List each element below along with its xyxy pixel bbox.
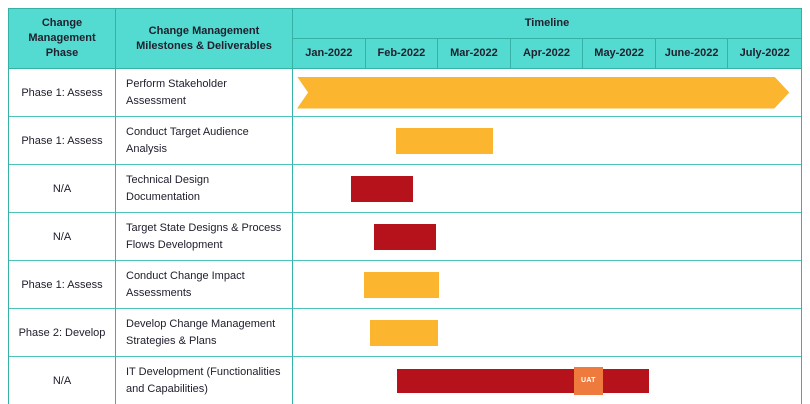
month-header-apr: Apr-2022 [510,39,584,69]
milestones-column-header: Change Management Milestones & Deliverab… [116,9,293,69]
phase-cell: Phase 1: Assess [9,117,116,165]
gantt-bar-develop-cm-strategies-plans [369,319,439,346]
milestone-cell: Develop Change Management Strategies & P… [116,309,293,357]
phase-cell: N/A [9,165,116,213]
phase-cell: Phase 1: Assess [9,69,116,117]
phase-cell: N/A [9,357,116,404]
phase-cell: N/A [9,213,116,261]
gantt-table: Change Management Phase Change Managemen… [8,8,802,404]
timeline-header: Timeline [293,9,801,39]
timeline-row [293,117,801,165]
timeline-row: UAT [293,357,801,404]
phase-cell: Phase 2: Develop [9,309,116,357]
month-header-mar: Mar-2022 [438,39,511,69]
month-header-july: July-2022 [728,39,801,69]
milestone-cell: Conduct Target Audience Analysis [116,117,293,165]
gantt-bar-technical-design-documentation [350,175,414,202]
timeline-row [293,213,801,261]
month-header-may: May-2022 [583,39,656,69]
milestone-cell: Target State Designs & Process Flows Dev… [116,213,293,261]
phase-column-header: Change Management Phase [9,9,116,69]
timeline-row [293,261,801,309]
gantt-bar-conduct-target-audience-analysis [395,127,494,154]
gantt-bar-target-state-designs [373,223,437,250]
milestone-cell: IT Development (Functionalities and Capa… [116,357,293,404]
timeline-row [293,309,801,357]
milestone-cell: Perform Stakeholder Assessment [116,69,293,117]
timeline-row [293,165,801,213]
gantt-bar-perform-stakeholder-assessment [297,77,789,109]
phase-cell: Phase 1: Assess [9,261,116,309]
timeline-row [293,69,801,117]
month-header-june: June-2022 [655,39,729,69]
uat-marker: UAT [573,366,603,395]
milestone-cell: Conduct Change Impact Assessments [116,261,293,309]
gantt-bar-it-development [396,368,649,393]
gantt-bar-conduct-change-impact-assessments [363,271,440,298]
milestone-cell: Technical Design Documentation [116,165,293,213]
month-header-feb: Feb-2022 [365,39,439,69]
month-header-jan: Jan-2022 [293,39,366,69]
